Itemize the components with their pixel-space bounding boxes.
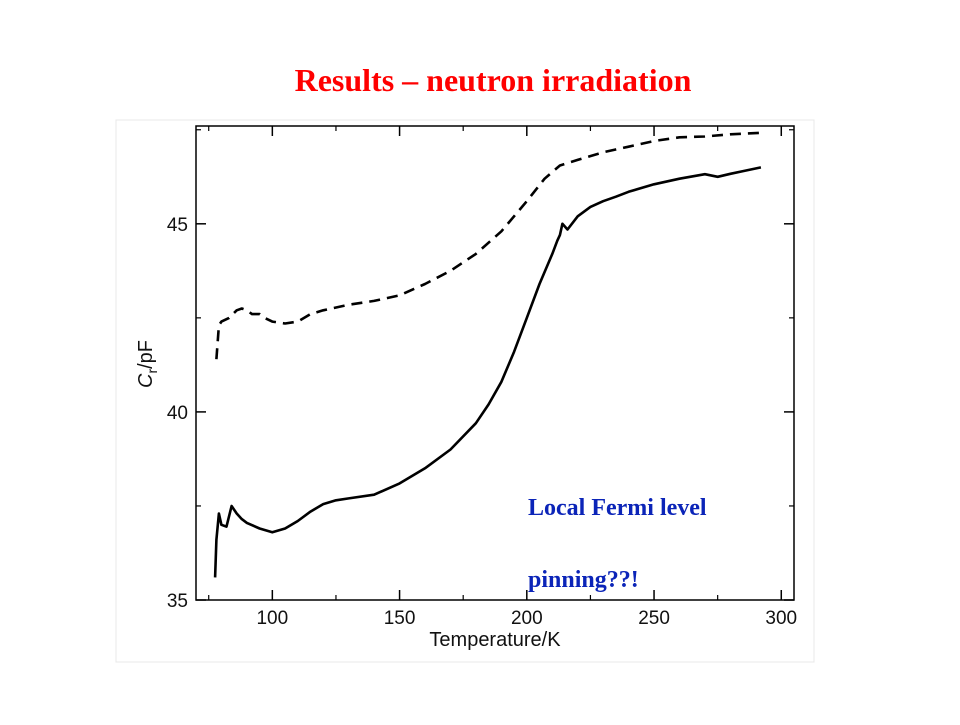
annotation: Local Fermi level pinning??! — [528, 454, 707, 634]
svg-text:Cr/pF: Cr/pF — [135, 340, 160, 388]
y-axis-title-main: C — [135, 373, 157, 388]
annotation-line-2: pinning??! — [528, 567, 639, 593]
solid-series-line — [213, 166, 762, 578]
x-tick-label-150: 150 — [384, 608, 416, 629]
x-tick-label-100: 100 — [256, 608, 288, 629]
y-tick-label-45: 45 — [167, 215, 188, 236]
y-axis-title-sub: r — [144, 369, 160, 374]
series-layer — [213, 131, 762, 578]
chart-panel — [115, 119, 815, 663]
x-tick-label-250: 250 — [638, 608, 670, 629]
annotation-line-1: Local Fermi level — [528, 495, 707, 521]
x-tick-label-300: 300 — [765, 608, 797, 629]
x-tick-label-200: 200 — [511, 608, 543, 629]
y-axis-title-unit: /pF — [135, 340, 157, 369]
axis-ticks — [196, 126, 794, 601]
y-tick-label-40: 40 — [167, 403, 188, 424]
tick-labels: 100 150 200 250 300 35 40 45 — [167, 215, 797, 629]
y-tick-label-35: 35 — [167, 591, 188, 612]
slide-title: Results – neutron irradiation — [294, 62, 692, 98]
dashed-series-line — [215, 131, 761, 360]
plot-frame — [195, 125, 795, 601]
x-axis-title: Temperature/K — [429, 629, 561, 651]
y-axis-title: Cr/pF — [135, 340, 160, 388]
